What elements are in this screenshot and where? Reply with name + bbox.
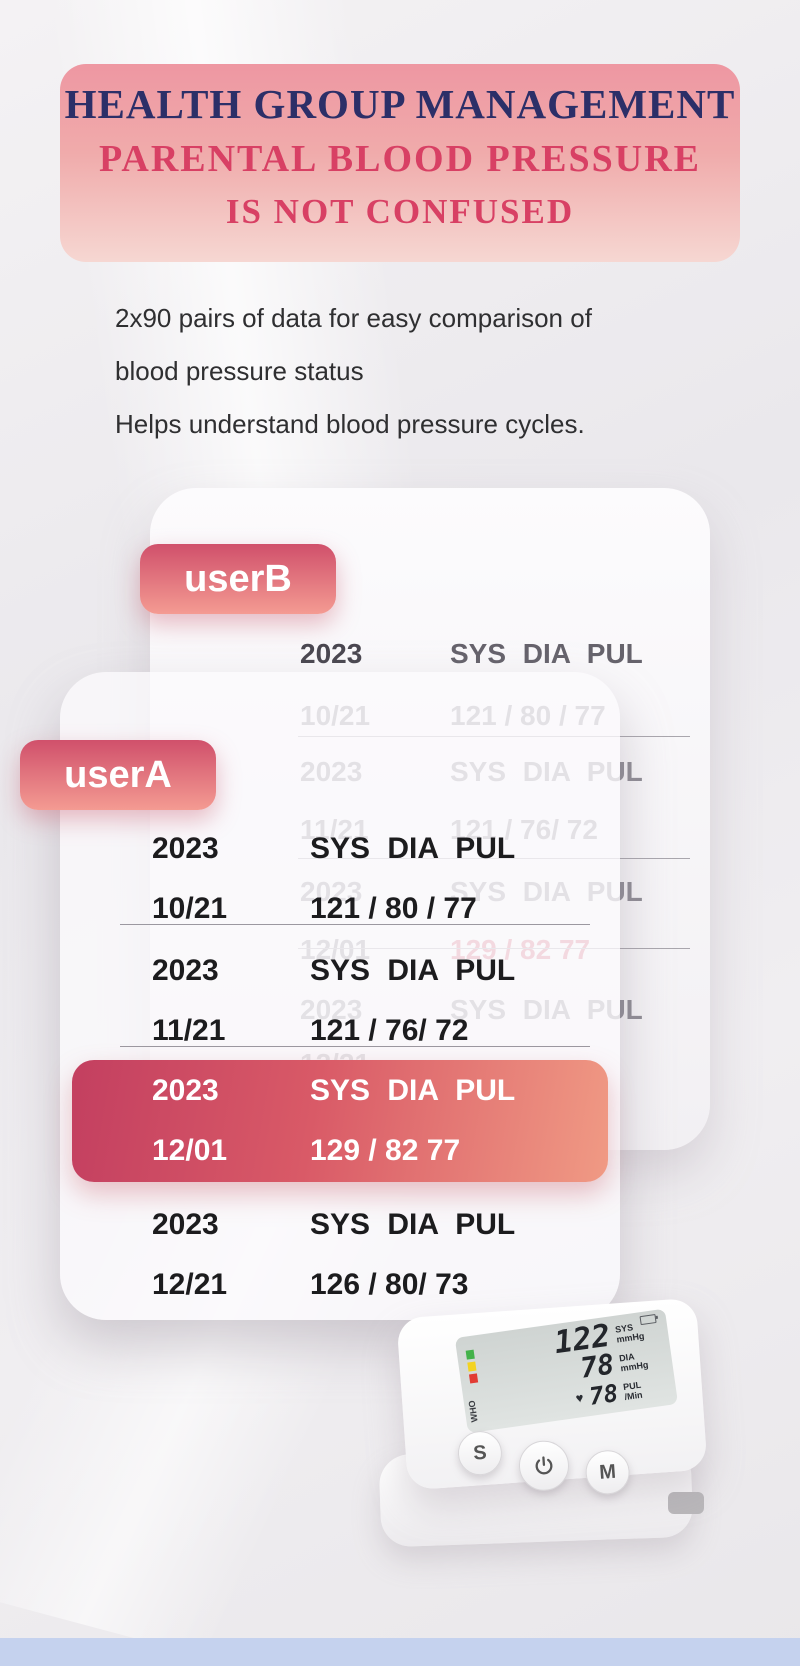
headline-banner: HEALTH GROUP MANAGEMENT PARENTAL BLOOD P…: [60, 64, 740, 262]
header-year: 2023: [300, 638, 363, 669]
dia-unit-block: DIA mmHg: [618, 1347, 664, 1373]
bp-monitor: WHO 122 SYS mmHg 78 DIA mmHg: [372, 1297, 708, 1548]
power-button: [517, 1439, 571, 1493]
card-userA: 2023 SYS DIA PUL 10/21 121 / 80 / 77 2023 S…: [60, 672, 620, 1320]
row-year: 2023: [152, 832, 219, 865]
row-values: 121 / 76/ 72: [310, 1014, 469, 1047]
row-values: 126 / 80/ 73: [310, 1268, 469, 1301]
row-date: 10/21: [152, 892, 228, 925]
row-divider: [120, 924, 590, 925]
intro-text: 2x90 pairs of data for easy comparison o…: [115, 292, 592, 451]
who-yellow-segment: [467, 1361, 477, 1372]
row-columns: SYS DIA PUL: [310, 954, 516, 987]
table-header: 2023 SYS DIA PUL: [300, 638, 700, 670]
table-row: 2023 SYS DIA PUL: [152, 832, 612, 866]
row-columns: SYS DIA PUL: [310, 832, 516, 865]
table-row: 10/21 121 / 80 / 77: [152, 892, 612, 926]
pul-unit-block: PUL /Min: [622, 1376, 668, 1401]
banner-title-line-2: PARENTAL BLOOD PRESSURE: [98, 138, 702, 180]
table-row: 12/01 129 / 82 77: [152, 1134, 592, 1168]
row-values: 129 / 82 77: [310, 1134, 461, 1167]
table-row: 11/21 121 / 76/ 72: [152, 1014, 612, 1048]
banner-title-line-3: IS NOT CONFUSED: [225, 192, 575, 231]
bp-monitor-body: WHO 122 SYS mmHg 78 DIA mmHg: [396, 1297, 708, 1496]
who-label: WHO: [466, 1399, 480, 1423]
cuff-port: [668, 1492, 704, 1514]
table-row: 12/21 126 / 80/ 73: [152, 1268, 612, 1302]
row-divider: [120, 1046, 590, 1047]
row-date: 11/21: [152, 1014, 226, 1047]
table-row: 2023 SYS DIA PUL: [152, 1074, 592, 1108]
table-row: 2023 SYS DIA PUL: [152, 1208, 612, 1242]
s-button: S: [456, 1429, 504, 1477]
row-date: 12/01: [152, 1134, 228, 1167]
intro-line-1: 2x90 pairs of data for easy comparison o…: [115, 303, 592, 333]
row-year: 2023: [152, 1208, 219, 1241]
header-columns: SYS DIA PUL: [450, 638, 643, 669]
intro-line-3: Helps understand blood pressure cycles.: [115, 409, 585, 439]
row-columns: SYS DIA PUL: [310, 1208, 516, 1241]
row-year: 2023: [152, 954, 219, 987]
banner-title-line-1: HEALTH GROUP MANAGEMENT: [64, 81, 736, 127]
row-year: 2023: [152, 1074, 219, 1107]
highlight-row-group: 2023 SYS DIA PUL 12/01 129 / 82 77: [72, 1060, 608, 1182]
who-green-segment: [465, 1349, 475, 1360]
device-screen: WHO 122 SYS mmHg 78 DIA mmHg: [454, 1308, 679, 1434]
table-row: 2023 SYS DIA PUL: [152, 954, 612, 988]
bottom-strip: [0, 1638, 800, 1666]
pul-value: 78: [587, 1378, 620, 1411]
heart-icon: ♥: [574, 1389, 585, 1406]
power-icon: [535, 1456, 553, 1475]
row-values: 121 / 80 / 77: [310, 892, 477, 925]
userA-badge: userA: [20, 740, 216, 810]
intro-line-2: blood pressure status: [115, 356, 364, 386]
who-indicator-bar: [465, 1349, 479, 1387]
who-red-segment: [468, 1373, 479, 1384]
row-columns: SYS DIA PUL: [310, 1074, 516, 1107]
row-date: 12/21: [152, 1268, 228, 1301]
userB-badge: userB: [140, 544, 336, 614]
